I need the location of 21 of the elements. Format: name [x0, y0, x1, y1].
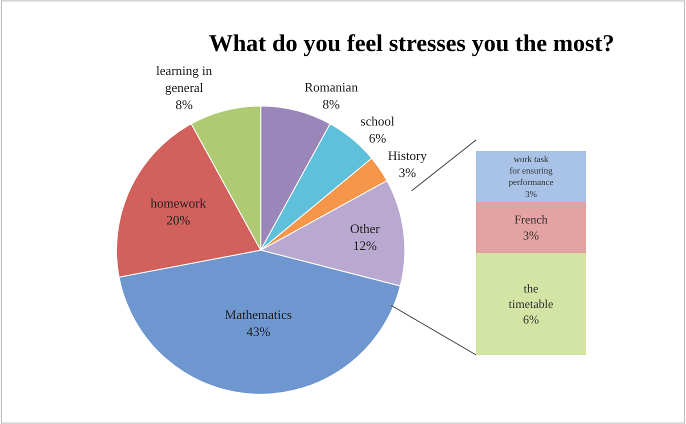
slice-label: Other — [350, 221, 380, 236]
data-label: 3% — [398, 165, 416, 180]
data-label: 20% — [166, 212, 190, 228]
slice-label: Mathematics — [224, 307, 292, 322]
series-label: French — [514, 212, 548, 227]
slice-label: Romanian — [304, 80, 358, 95]
series-label: work task for ensuring performance — [508, 154, 554, 188]
data-label: 3% — [523, 228, 539, 242]
chart-title: What do you feel stresses you the most? — [208, 30, 614, 57]
data-label: 8% — [175, 97, 193, 112]
data-label: 8% — [322, 96, 340, 112]
slice-label: learning in general — [156, 63, 213, 96]
data-label: 3% — [525, 188, 538, 199]
data-label: 43% — [246, 324, 270, 340]
slice-label: school — [360, 114, 395, 129]
series-label: the timetable — [508, 281, 554, 311]
data-label: 12% — [352, 238, 377, 253]
slice-label: History — [388, 148, 428, 164]
data-label: 6% — [368, 130, 386, 146]
data-label: 6% — [523, 312, 539, 327]
slice-label: homework — [150, 196, 207, 211]
